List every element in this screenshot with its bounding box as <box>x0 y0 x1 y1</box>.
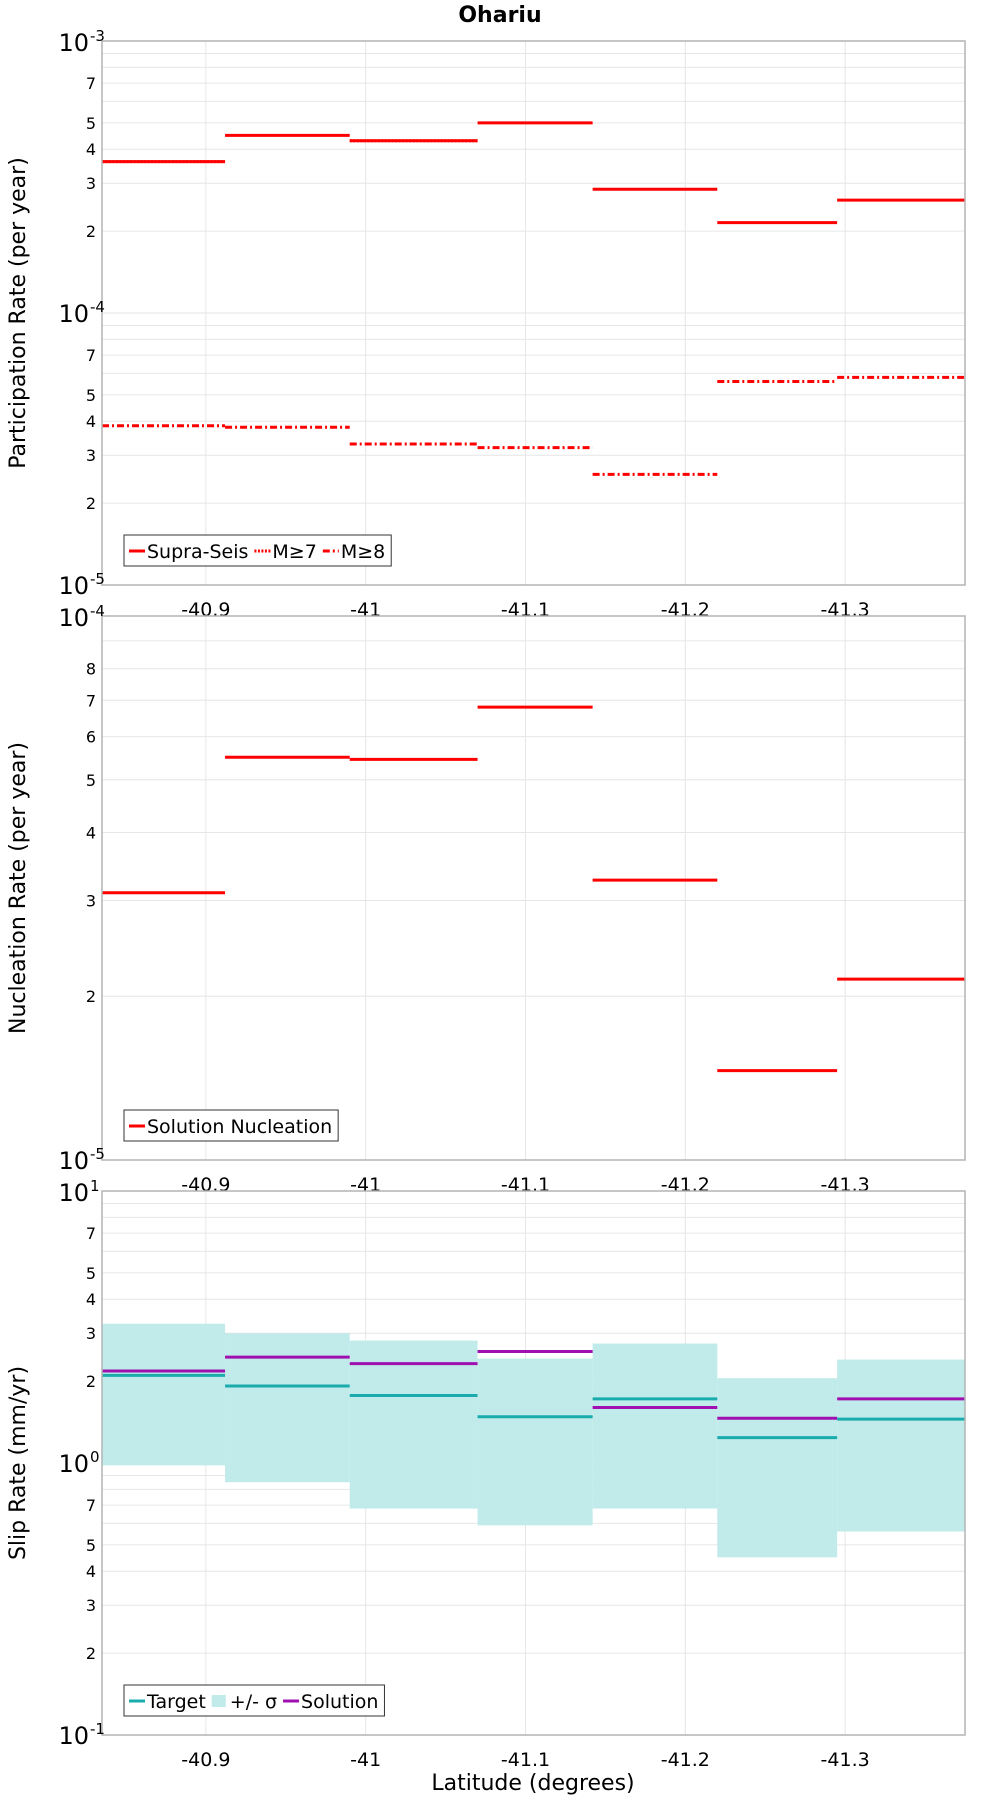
legend-entry: Solution <box>301 1691 378 1713</box>
plot-frame <box>101 1190 966 1736</box>
y-minor-tick-label: 4 <box>86 1562 96 1581</box>
y-minor-tick-label: 5 <box>86 1536 96 1555</box>
legend-entry: Target <box>146 1691 206 1713</box>
y-tick-exponent: -4 <box>90 602 105 620</box>
y-tick-exponent: -3 <box>90 27 105 45</box>
legend-entry: M≥7 <box>272 541 316 563</box>
y-tick-exponent: -5 <box>90 1145 105 1163</box>
y-minor-tick-label: 2 <box>86 1644 96 1663</box>
y-minor-tick-label: 3 <box>86 1596 96 1615</box>
sigma-band <box>837 1359 965 1532</box>
x-tick-label: -41.2 <box>661 1749 710 1771</box>
legend-entry: Supra-Seis <box>147 541 248 563</box>
y-tick-label: 10 <box>58 572 89 600</box>
sigma-band <box>592 1343 718 1509</box>
plot-frame <box>101 615 966 1161</box>
y-minor-tick-label: 4 <box>86 412 96 431</box>
y-minor-tick-label: 3 <box>86 1324 96 1343</box>
legend-entry: Solution Nucleation <box>147 1116 332 1138</box>
y-tick-label: 10 <box>58 1450 89 1478</box>
y-minor-tick-label: 7 <box>86 74 96 93</box>
legend-swatch <box>211 1695 226 1707</box>
y-minor-tick-label: 8 <box>86 660 96 679</box>
y-minor-tick-label: 4 <box>86 1290 96 1309</box>
legend: Supra-Seis M≥7 M≥8 <box>123 534 392 567</box>
y-minor-tick-label: 5 <box>86 1264 96 1283</box>
y-minor-tick-label: 3 <box>86 446 96 465</box>
legend-frame <box>123 534 392 567</box>
y-tick-exponent: -5 <box>90 570 105 588</box>
y-tick-exponent: -4 <box>90 298 105 316</box>
y-tick-label: 10 <box>58 1722 89 1750</box>
chart-title: Ohariu <box>458 3 541 28</box>
y-minor-tick-label: 5 <box>86 386 96 405</box>
legend-entry: +/- σ <box>230 1691 277 1713</box>
sigma-band <box>102 1323 226 1466</box>
plot-frame <box>101 40 966 586</box>
y-minor-tick-label: 2 <box>86 1372 96 1391</box>
y-minor-tick-label: 3 <box>86 891 96 910</box>
y-tick-label: 10 <box>58 604 89 632</box>
y-minor-tick-label: 3 <box>86 174 96 193</box>
sigma-band <box>717 1378 838 1558</box>
y-tick-label: 10 <box>58 1179 89 1207</box>
y-axis-label: Slip Rate (mm/yr) <box>6 1366 31 1560</box>
y-tick-label: 10 <box>58 29 89 57</box>
legend: Solution Nucleation <box>123 1109 339 1142</box>
y-minor-tick-label: 2 <box>86 987 96 1006</box>
y-axis-label: Participation Rate (per year) <box>6 157 31 469</box>
x-tick-label: -41 <box>350 1749 381 1771</box>
y-tick-exponent: 0 <box>90 1448 100 1466</box>
x-tick-label: -40.9 <box>181 1749 230 1771</box>
legend: Target +/- σ Solution <box>123 1684 385 1717</box>
x-axis-label: Latitude (degrees) <box>431 1771 634 1796</box>
y-tick-label: 10 <box>58 1147 89 1175</box>
y-axis-label: Nucleation Rate (per year) <box>6 742 31 1034</box>
y-minor-tick-label: 2 <box>86 222 96 241</box>
y-tick-label: 10 <box>58 300 89 328</box>
y-tick-exponent: -1 <box>90 1720 105 1738</box>
x-tick-label: -41.1 <box>501 1749 550 1771</box>
sigma-band <box>349 1340 478 1509</box>
sigma-band <box>225 1333 350 1483</box>
legend-frame <box>123 1684 385 1717</box>
legend-entry: M≥8 <box>341 541 385 563</box>
y-minor-tick-label: 5 <box>86 114 96 133</box>
y-minor-tick-label: 7 <box>86 346 96 365</box>
y-tick-exponent: 1 <box>90 1177 100 1195</box>
sigma-band <box>477 1358 593 1526</box>
plot-area <box>102 616 965 1160</box>
y-minor-tick-label: 6 <box>86 728 96 747</box>
y-minor-tick-label: 7 <box>86 1224 96 1243</box>
y-minor-tick-label: 5 <box>86 771 96 790</box>
x-tick-label: -41.3 <box>821 1749 870 1771</box>
legend-frame <box>123 1109 339 1142</box>
y-minor-tick-label: 4 <box>86 823 96 842</box>
y-minor-tick-label: 7 <box>86 1496 96 1515</box>
y-minor-tick-label: 7 <box>86 691 96 710</box>
y-minor-tick-label: 4 <box>86 140 96 159</box>
y-minor-tick-label: 2 <box>86 494 96 513</box>
